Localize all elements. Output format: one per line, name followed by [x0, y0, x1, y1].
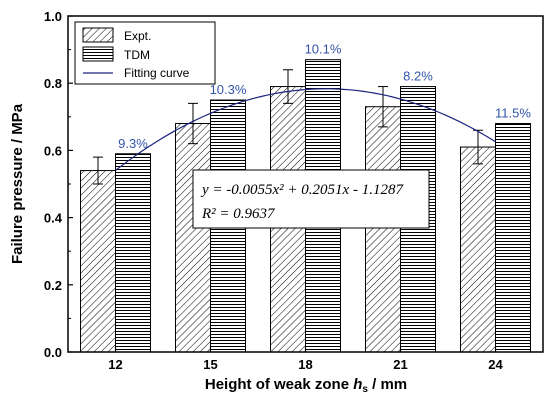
equation-line-1: y = -0.0055x² + 0.2051x - 1.1287	[200, 182, 404, 198]
bar-tdm-24	[495, 123, 531, 353]
y-tick-label-2: 0.4	[44, 211, 63, 226]
y-tick-label-4: 0.8	[44, 76, 62, 91]
x-tick-label-15: 15	[203, 357, 217, 372]
annotation-12: 9.3%	[118, 136, 148, 151]
y-tick-label-5: 1.0	[44, 9, 62, 24]
x-axis-title-unit: / mm	[368, 376, 407, 393]
x-axis-title-main: Height of weak zone	[205, 376, 353, 393]
bar-expt-15	[175, 123, 211, 353]
plot-frame	[67, 15, 544, 353]
legend-label-tdm: TDM	[124, 48, 150, 62]
bar-expt-21	[365, 106, 401, 353]
x-tick-label-18: 18	[298, 357, 312, 372]
legend-swatch-tdm	[82, 46, 114, 62]
x-axis-title: Height of weak zone hs / mm	[205, 376, 407, 395]
equation-line-2: R² = 0.9637	[201, 206, 276, 222]
legend-swatch-expt	[82, 27, 114, 43]
x-axis-title-sub: s	[362, 384, 368, 395]
legend-label-fit: Fitting curve	[124, 66, 190, 80]
annotation-18: 10.1%	[305, 42, 342, 57]
equation-box: y = -0.0055x² + 0.2051x - 1.1287 R² = 0.…	[192, 169, 430, 229]
legend-label-expt: Expt.	[124, 29, 151, 43]
x-tick-label-24: 24	[488, 357, 503, 372]
annotation-24: 11.5%	[495, 106, 531, 121]
equation-frame	[192, 169, 430, 229]
legend: Expt. TDM Fitting curve	[74, 21, 216, 85]
bar-expt-24	[460, 146, 496, 353]
x-tick-label-21: 21	[393, 357, 407, 372]
fitting-curve	[115, 88, 496, 171]
x-axis-title-var: h	[353, 376, 362, 393]
x-tick-label-12: 12	[108, 357, 122, 372]
bar-expt-12	[80, 170, 116, 353]
bar-tdm-12	[115, 153, 151, 353]
y-tick-label-0: 0.0	[44, 345, 62, 360]
annotation-21: 8.2%	[403, 69, 433, 84]
y-axis-title: Failure pressure / MPa	[9, 103, 26, 264]
y-tick-label-3: 0.6	[44, 143, 62, 158]
annotation-15: 10.3%	[210, 82, 247, 97]
y-tick-label-1: 0.2	[44, 278, 62, 293]
